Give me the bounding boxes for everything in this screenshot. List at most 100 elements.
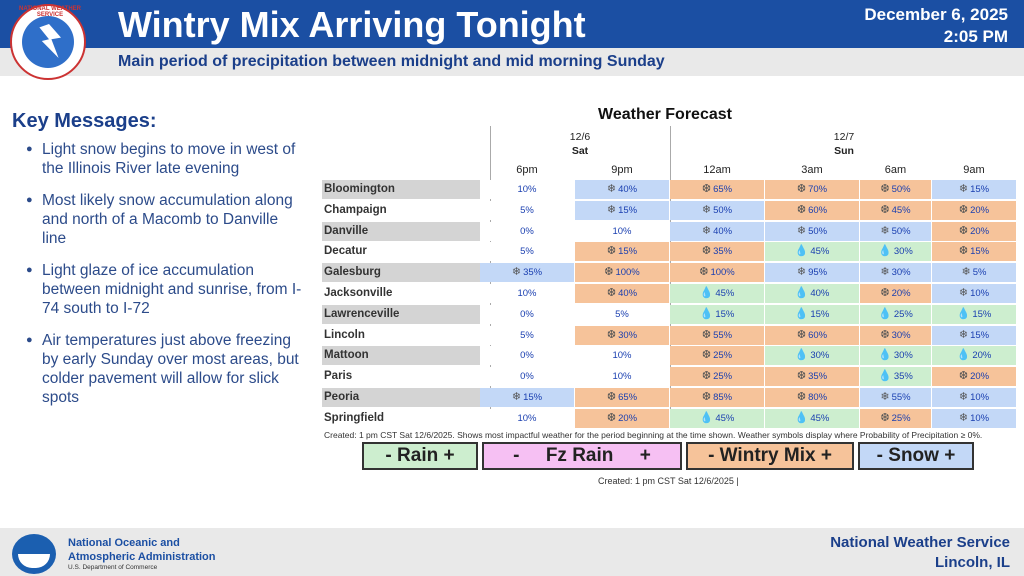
forecast-cell: 10% [480, 180, 574, 199]
pop-value: 95% [808, 267, 828, 279]
pop-value: 40% [810, 288, 830, 299]
forecast-cell: 5% [480, 200, 574, 220]
snow-icon: ❄ [958, 328, 969, 341]
pop-value: 10% [517, 184, 537, 195]
pop-value: 10% [612, 371, 632, 383]
forecast-cell: 10% [480, 284, 574, 303]
forecast-cell: ❆ 25% [670, 367, 764, 387]
forecast-cell: 💧 45% [765, 408, 859, 428]
wintry-icon: ❆ [606, 328, 617, 341]
snow-icon: ❄ [958, 391, 969, 403]
forecast-cell: 💧 25% [860, 304, 931, 324]
pop-value: 20% [970, 371, 990, 383]
pop-value: 45% [891, 204, 911, 216]
forecast-cell: ❄ 30% [860, 263, 931, 283]
rain-icon: 💧 [699, 411, 714, 424]
snow-icon: ❄ [701, 224, 712, 237]
wintry-icon: ❆ [796, 203, 807, 216]
forecast-cell: 0% [480, 304, 574, 324]
forecast-cell: 💧 40% [765, 284, 859, 303]
pop-value: 45% [810, 412, 830, 424]
nws-logo-text: NATIONAL WEATHER SERVICE [19, 6, 81, 18]
rain-icon: 💧 [699, 307, 714, 320]
pop-value: 50% [891, 225, 911, 237]
forecast-cell: 10% [480, 408, 574, 428]
snow-icon: ❄ [958, 411, 969, 424]
key-messages-title: Key Messages: [12, 110, 157, 132]
pop-value: 40% [713, 225, 733, 237]
key-messages-list: Light snow begins to move in west of the… [26, 140, 306, 420]
time-header: 9am [963, 164, 985, 176]
forecast-cell: ❆ 100% [575, 263, 669, 283]
pop-value: 100% [615, 267, 640, 279]
wintry-icon: ❆ [606, 411, 617, 424]
wintry-icon: ❆ [796, 370, 807, 383]
pop-value: 50% [891, 184, 911, 195]
pop-value: 60% [808, 329, 828, 341]
subheader-bar [0, 48, 1024, 76]
forecast-cell: 0% [480, 346, 574, 366]
pop-value: 40% [618, 184, 638, 195]
pop-value: 25% [713, 371, 733, 383]
city-label: Springfield [322, 408, 490, 428]
forecast-cell: ❄ 10% [932, 388, 1016, 407]
page-title: Wintry Mix Arriving Tonight [118, 4, 586, 45]
wintry-icon: ❆ [958, 203, 969, 216]
forecast-cell: ❆ 20% [932, 221, 1016, 241]
pop-value: 45% [715, 288, 735, 299]
nws-line1: National Weather Service [830, 534, 1010, 551]
pop-value: 10% [970, 288, 990, 299]
time-header: 6pm [516, 164, 538, 176]
pop-value: 35% [713, 246, 733, 258]
rain-icon: 💧 [878, 349, 892, 362]
pop-value: 30% [810, 350, 830, 362]
snow-icon: ❄ [701, 203, 712, 216]
pop-value: 10% [970, 392, 990, 403]
forecast-cell: ❆ 30% [575, 325, 669, 345]
forecast-cell: 💧 15% [765, 304, 859, 324]
pop-value: 5% [615, 308, 629, 320]
time-header: 9pm [611, 164, 633, 176]
pop-value: 20% [618, 412, 638, 424]
page-subtitle: Main period of precipitation between mid… [118, 53, 665, 70]
wintry-icon: ❆ [606, 245, 617, 258]
rain-icon: 💧 [794, 411, 809, 424]
wintry-icon: ❆ [958, 245, 969, 258]
forecast-cell: ❄ 50% [670, 200, 764, 220]
pop-value: 10% [612, 350, 632, 362]
pop-value: 25% [893, 308, 913, 320]
rain-icon: 💧 [956, 307, 971, 320]
forecast-cell: ❄ 50% [860, 221, 931, 241]
day2-date: 12/7 [833, 131, 855, 143]
city-label: Danville [322, 221, 490, 241]
forecast-cell: ❄ 15% [480, 388, 574, 407]
forecast-cell: ❆ 25% [860, 408, 931, 428]
pop-value: 30% [893, 246, 913, 258]
legend-item: - Wintry Mix + [686, 442, 854, 470]
key-message: Light glaze of ice accumulation between … [26, 261, 306, 318]
pop-value: 10% [517, 288, 537, 299]
pop-value: 45% [810, 246, 830, 258]
forecast-cell: ❆ 65% [575, 388, 669, 407]
day2-weekday: Sun [834, 145, 854, 157]
city-label: Peoria [322, 388, 490, 407]
legend-item: - Fz Rain + [482, 442, 682, 470]
snow-icon: ❄ [511, 391, 522, 403]
header-bar [0, 0, 1024, 48]
issue-datetime: December 6, 2025 2:05 PM [864, 4, 1008, 48]
pop-value: 35% [893, 371, 913, 383]
forecast-cell: ❄ 15% [932, 325, 1016, 345]
nws-office: National Weather Service Lincoln, IL [830, 533, 1010, 573]
forecast-cell: 💧 45% [765, 242, 859, 262]
pop-value: 15% [972, 308, 992, 320]
pop-value: 5% [520, 329, 534, 341]
legend-item: - Rain + [362, 442, 478, 470]
pop-value: 50% [808, 225, 828, 237]
noaa-line1: National Oceanic and [68, 537, 180, 549]
noaa-logo [12, 534, 56, 574]
pop-value: 15% [970, 246, 990, 258]
rain-icon: 💧 [794, 245, 809, 258]
city-label: Lincoln [322, 325, 490, 345]
forecast-cell: ❄ 15% [932, 180, 1016, 199]
day1-weekday: Sat [571, 145, 589, 157]
